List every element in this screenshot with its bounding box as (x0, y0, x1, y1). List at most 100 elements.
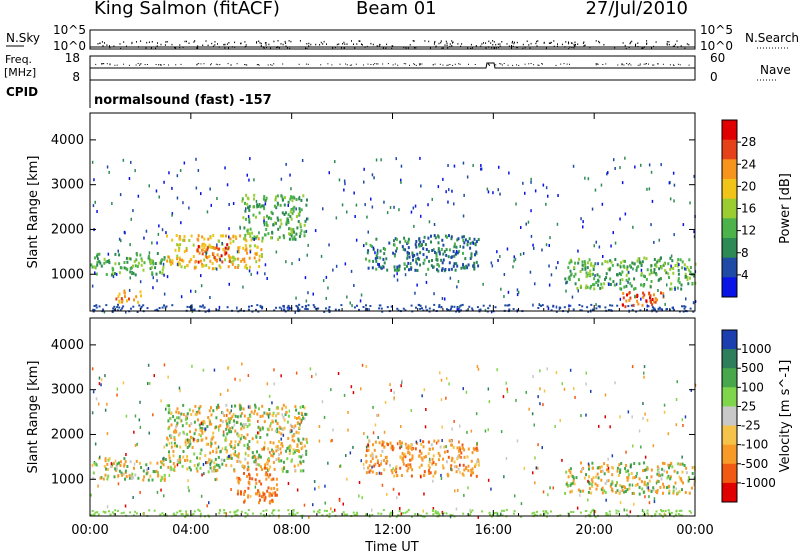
echo-cell (272, 460, 275, 464)
echo-cell (609, 484, 612, 488)
echo-cell (269, 500, 271, 504)
echo-cell (667, 262, 670, 266)
nave-sample (541, 63, 543, 65)
near-range-cell (440, 306, 443, 308)
echo-cell (621, 278, 624, 282)
echo-cell (616, 489, 619, 493)
echo-cell (655, 273, 658, 277)
nave-sample (468, 63, 469, 65)
echo-cell (172, 415, 175, 419)
near-range-cell (305, 308, 308, 310)
echo-cell (404, 442, 407, 446)
echo-cell (577, 488, 580, 492)
nsky-sample (493, 41, 495, 43)
nsky-sample (319, 44, 321, 46)
echo-cell (112, 462, 115, 465)
near-range-cell (328, 512, 331, 515)
near-range-cell (292, 509, 295, 511)
echo-cell (168, 417, 171, 420)
noise-cell (503, 295, 505, 298)
echo-cell (674, 264, 677, 267)
echo-cell (596, 273, 599, 277)
echo-cell (457, 237, 460, 241)
nsky-sample (508, 45, 510, 47)
echo-cell (277, 412, 280, 415)
echo-cell (248, 480, 251, 484)
near-range-cell (262, 510, 265, 512)
noise-cell (226, 413, 228, 417)
echo-cell (411, 447, 413, 451)
noise-cell (134, 414, 137, 418)
echo-cell (584, 262, 587, 266)
echo-cell (271, 212, 274, 216)
echo-cell (190, 413, 193, 416)
echo-cell (586, 285, 589, 289)
noise-cell (190, 289, 192, 293)
echo-cell (140, 257, 143, 261)
noise-cell (337, 372, 340, 375)
echo-cell (629, 264, 631, 268)
echo-cell (395, 249, 398, 253)
noise-cell (320, 254, 323, 258)
noise-cell (433, 292, 435, 296)
echo-cell (96, 257, 99, 261)
noise-cell (248, 178, 250, 182)
nave-sample (653, 64, 655, 66)
noise-cell (487, 428, 489, 432)
echo-cell (626, 293, 628, 297)
noise-cell (587, 462, 590, 466)
noise-cell (449, 276, 452, 280)
noise-cell (367, 443, 369, 447)
noise-cell (295, 207, 297, 211)
echo-cell (256, 473, 259, 477)
echo-cell (606, 260, 609, 264)
noise-cell (520, 502, 523, 506)
near-range-cell (451, 514, 454, 517)
echo-cell (611, 480, 614, 484)
echo-cell (645, 476, 648, 479)
echo-cell (295, 417, 298, 420)
echo-cell (253, 197, 255, 201)
echo-cell (641, 303, 644, 307)
echo-cell (420, 463, 423, 467)
echo-cell (616, 466, 619, 470)
echo-cell (279, 218, 282, 222)
echo-cell (255, 481, 258, 485)
echo-cell (254, 409, 256, 413)
near-range-cell (579, 309, 582, 312)
echo-cell (288, 449, 291, 453)
noise-cell (550, 273, 553, 277)
echo-cell (237, 433, 240, 437)
noise-cell (247, 405, 250, 409)
echo-cell (238, 246, 241, 249)
near-range-cell (297, 308, 299, 311)
nsky-sample (164, 44, 166, 46)
echo-cell (450, 459, 453, 462)
echo-cell (272, 477, 275, 481)
near-range-cell (404, 511, 407, 514)
echo-cell (285, 470, 288, 474)
noise-cell (459, 245, 461, 248)
near-range-cell (488, 511, 491, 514)
echo-cell (116, 467, 118, 471)
echo-cell (603, 282, 606, 286)
echo-cell (175, 410, 178, 414)
echo-cell (672, 267, 675, 270)
echo-cell (607, 267, 610, 271)
noise-cell (663, 410, 666, 414)
colorbar-tick-label: -500 (741, 457, 768, 471)
noise-cell (582, 225, 584, 229)
nsky-sample (157, 42, 158, 44)
near-range-cell (93, 513, 96, 516)
echo-cell (267, 232, 270, 236)
near-range-cell (508, 308, 511, 311)
echo-cell (193, 432, 196, 436)
echo-cell (276, 194, 279, 198)
nave-sample (662, 63, 664, 65)
echo-cell (443, 445, 446, 449)
noise-cell (345, 454, 347, 457)
echo-cell (640, 261, 643, 265)
noise-cell (467, 486, 469, 490)
echo-cell (419, 240, 422, 244)
near-range-cell (316, 510, 319, 513)
